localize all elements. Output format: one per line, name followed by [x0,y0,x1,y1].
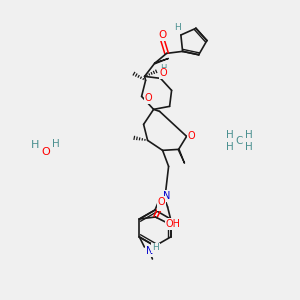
Text: O: O [160,68,167,78]
Text: H: H [226,142,234,152]
Text: H: H [245,130,253,140]
Text: O: O [145,93,152,103]
Text: O: O [158,197,165,207]
Text: N: N [146,246,153,256]
Text: H: H [245,142,253,152]
Text: H: H [152,244,159,253]
Text: H: H [160,64,167,73]
Polygon shape [178,149,184,164]
Text: O: O [188,131,195,141]
Text: H: H [226,130,234,140]
Text: C: C [235,136,243,146]
Text: H: H [175,22,181,32]
Text: N: N [163,191,171,201]
Text: O: O [158,200,165,210]
Text: H: H [52,139,60,149]
Polygon shape [154,58,169,64]
Text: O: O [42,147,50,157]
Text: OH: OH [166,219,181,229]
Text: O: O [158,30,167,40]
Text: H: H [31,140,39,150]
